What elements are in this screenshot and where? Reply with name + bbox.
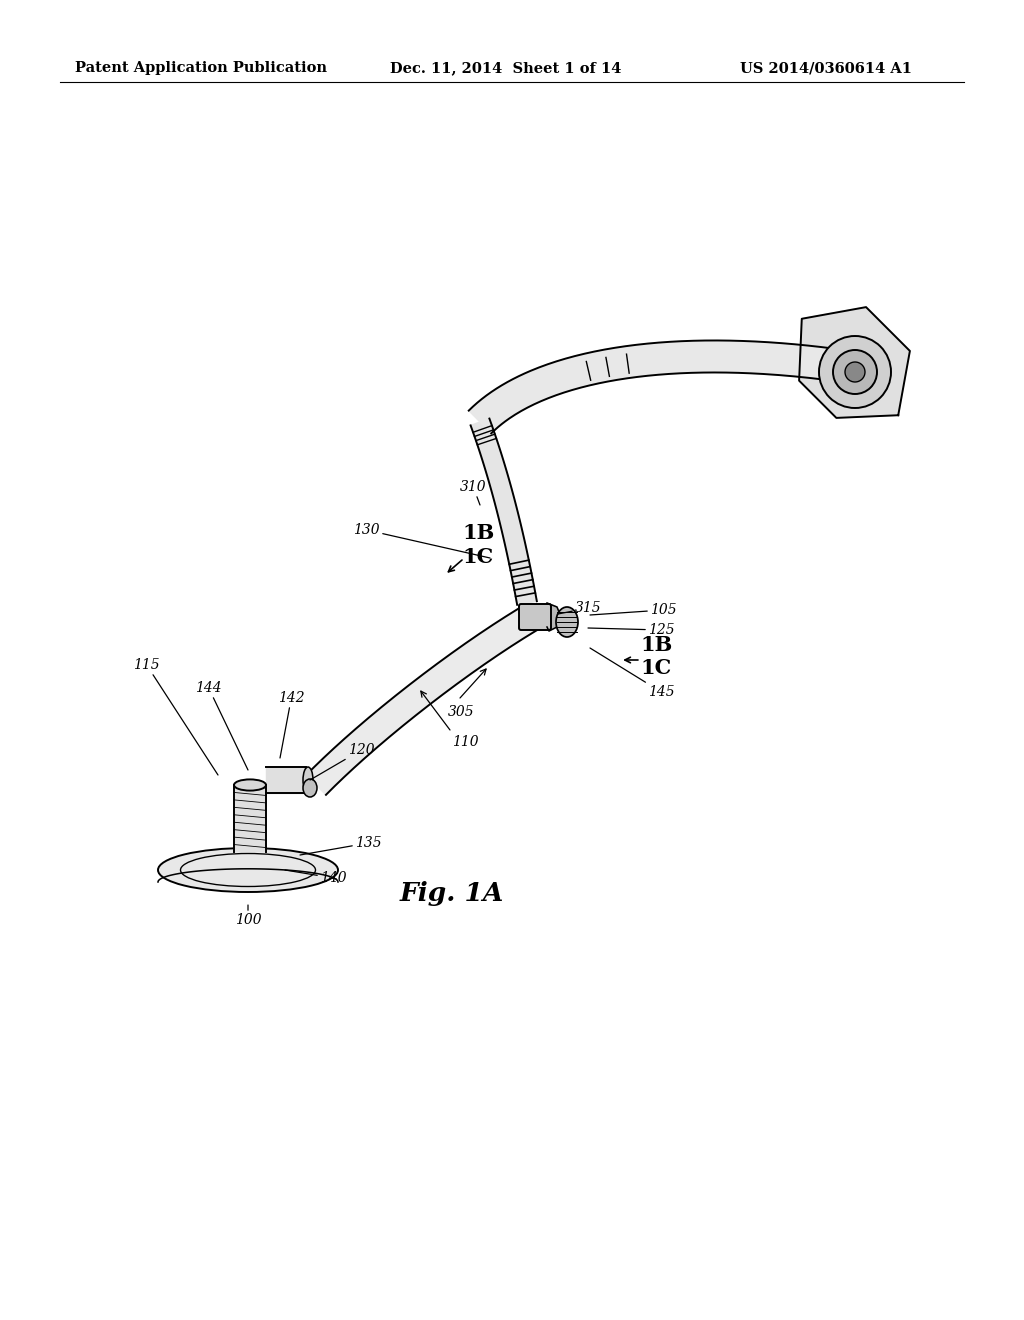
Polygon shape: [266, 767, 306, 793]
Polygon shape: [547, 603, 561, 631]
Circle shape: [819, 337, 891, 408]
Polygon shape: [306, 606, 538, 795]
Text: 1C: 1C: [640, 657, 672, 678]
Text: 142: 142: [278, 690, 304, 758]
Text: US 2014/0360614 A1: US 2014/0360614 A1: [740, 61, 912, 75]
Text: 130: 130: [353, 523, 490, 558]
Ellipse shape: [158, 847, 338, 892]
Text: 145: 145: [590, 648, 675, 700]
Polygon shape: [471, 418, 537, 605]
Ellipse shape: [556, 607, 578, 638]
Text: 105: 105: [590, 603, 677, 616]
Text: 310: 310: [460, 480, 486, 506]
Text: 100: 100: [234, 906, 261, 927]
Text: 305: 305: [449, 705, 475, 719]
Circle shape: [845, 362, 865, 381]
Text: 1C: 1C: [462, 546, 494, 568]
Polygon shape: [469, 341, 852, 433]
Text: 115: 115: [133, 657, 218, 775]
FancyBboxPatch shape: [519, 605, 551, 630]
Text: 110: 110: [452, 735, 478, 748]
Text: 125: 125: [588, 623, 675, 638]
FancyBboxPatch shape: [234, 785, 266, 851]
Ellipse shape: [303, 779, 317, 797]
Text: Dec. 11, 2014  Sheet 1 of 14: Dec. 11, 2014 Sheet 1 of 14: [390, 61, 622, 75]
Ellipse shape: [234, 779, 266, 791]
Polygon shape: [799, 308, 910, 418]
Circle shape: [833, 350, 877, 393]
Ellipse shape: [303, 767, 313, 793]
Text: 135: 135: [300, 836, 382, 855]
Text: Fig. 1A: Fig. 1A: [400, 880, 505, 906]
Text: 120: 120: [310, 743, 375, 780]
Text: 144: 144: [196, 681, 248, 770]
Text: 140: 140: [285, 870, 347, 884]
Text: Patent Application Publication: Patent Application Publication: [75, 61, 327, 75]
Text: 315: 315: [558, 601, 602, 615]
Text: 1B: 1B: [640, 635, 672, 655]
Text: 1B: 1B: [462, 523, 495, 543]
